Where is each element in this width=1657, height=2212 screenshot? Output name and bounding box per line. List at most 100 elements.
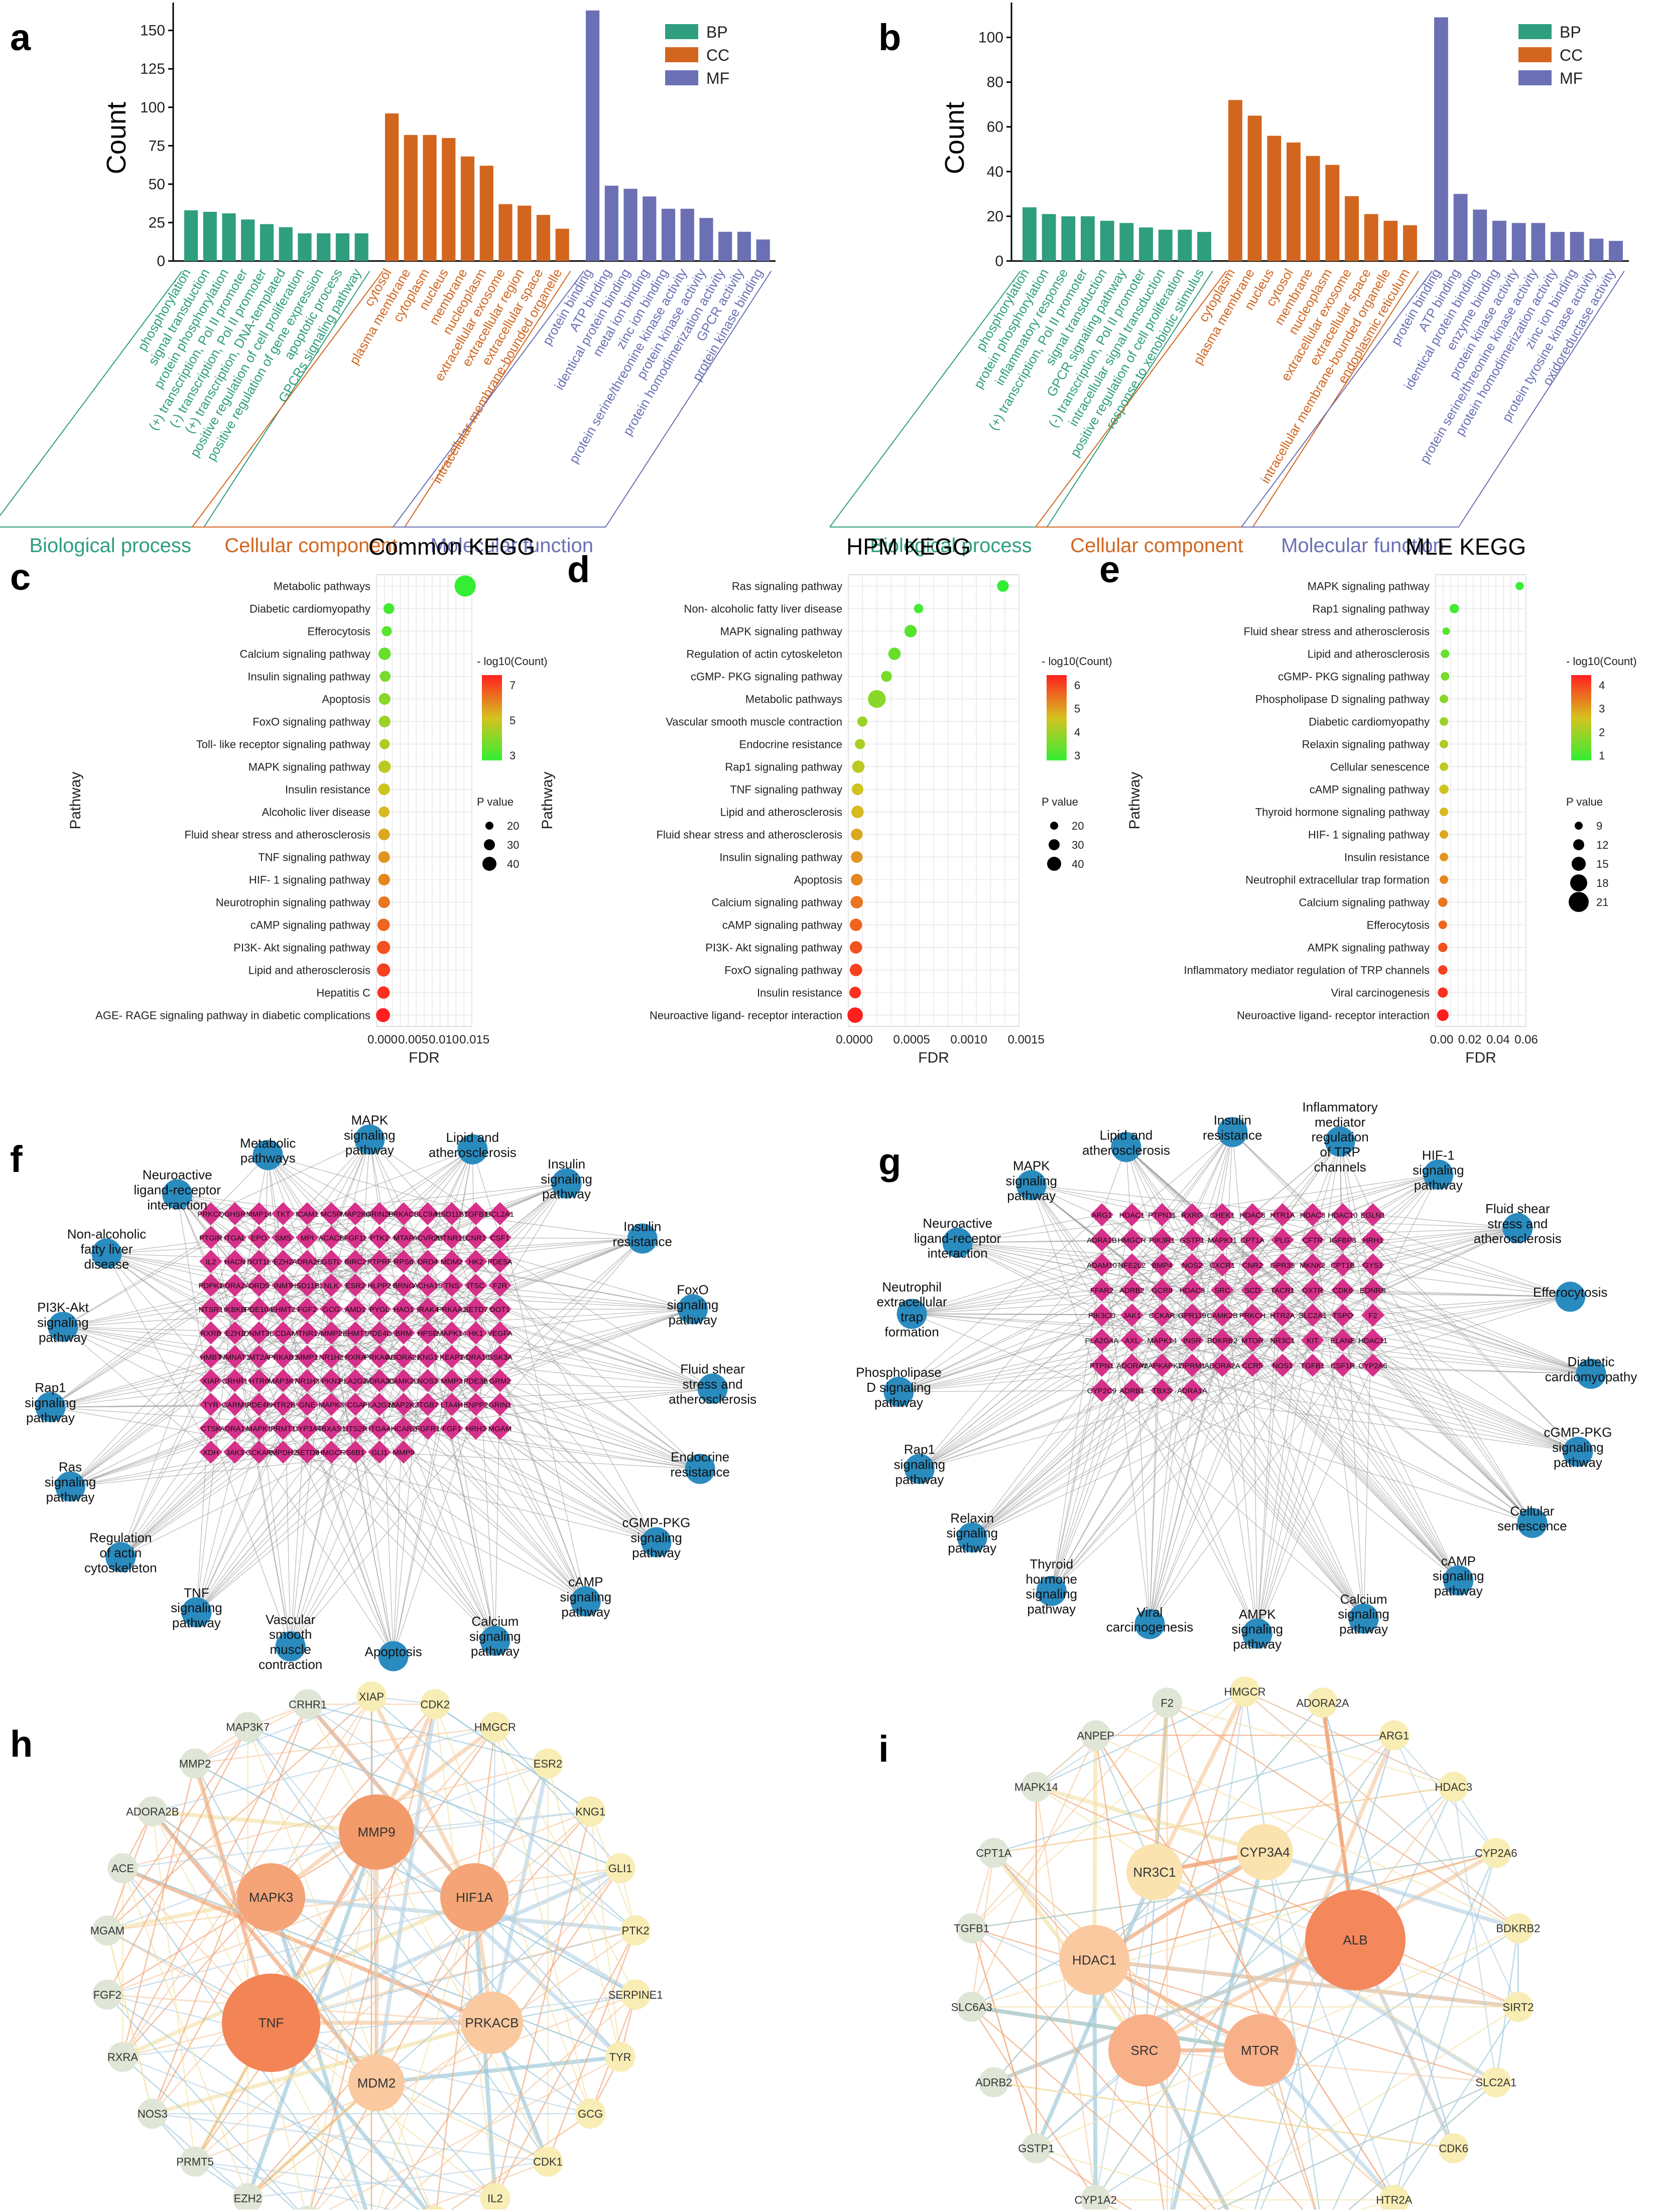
network-edge — [70, 1404, 331, 1487]
gene-label: IMPDH2 — [269, 1449, 298, 1457]
ppi-hub-label: SRC — [1131, 2043, 1159, 2058]
gene-label: ADRB2 — [1119, 1286, 1144, 1295]
network-edge — [331, 1381, 586, 1602]
bar-mf — [718, 232, 732, 261]
gene-label: GNE — [299, 1401, 316, 1409]
gene-label: MAPK14 — [1147, 1337, 1177, 1345]
pathway-label: Inflammatory mediator regulation of TRP … — [1184, 964, 1430, 977]
data-point — [851, 874, 862, 885]
ppi-edge — [122, 1930, 635, 2057]
gene-label: SETD7 — [464, 1306, 488, 1314]
ppi-node-label: GLI1 — [608, 1862, 632, 1875]
data-point — [1450, 604, 1459, 613]
gene-label: GCR8 — [1152, 1286, 1173, 1295]
pathway-node-label-line: resistance — [670, 1464, 730, 1479]
gene-label: ADORA2B — [386, 1353, 422, 1362]
gene-label: HPSE — [418, 1330, 438, 1338]
network-edge — [972, 1265, 1313, 1537]
ppi-node-label: ARG1 — [1379, 1729, 1409, 1742]
pathway-node-label-line: signaling — [25, 1395, 76, 1410]
gene-label: ENPP2 — [463, 1401, 488, 1409]
ppi-edge — [122, 1995, 635, 2057]
gene-label: MTNR1A — [292, 1330, 323, 1338]
gene-label: UTS2R — [343, 1425, 367, 1434]
pathway-node-label-line: pathway — [561, 1604, 610, 1619]
bar-cc — [480, 166, 493, 261]
pathway-node-label-line: ligand-receptor — [914, 1231, 1001, 1246]
bar-bp — [222, 213, 235, 261]
pathway-label: Insulin resistance — [1344, 851, 1430, 864]
pathway-label: Phospholipase D signaling pathway — [1255, 693, 1430, 706]
bar-mf — [1570, 232, 1584, 261]
network-edge — [1252, 1240, 1532, 1523]
pathway-node-label-line: resistance — [1203, 1127, 1262, 1142]
gene-label: SLC2A1 — [1299, 1312, 1327, 1320]
gene-label: NMNAT1 — [220, 1353, 250, 1362]
pathway-node-label-line: signaling — [894, 1457, 946, 1472]
data-point — [851, 806, 864, 818]
ppi-hub-label: HDAC1 — [1072, 1953, 1116, 1968]
data-point — [914, 604, 924, 613]
gene-label: XIAP — [202, 1377, 219, 1386]
y-axis-label: Count — [101, 102, 132, 174]
gene-label: CSF1R — [1330, 1362, 1355, 1370]
pathway-label: Non- alcoholic fatty liver disease — [684, 603, 842, 615]
gene-label: BRNG — [393, 1282, 414, 1290]
gene-label: BIRC2 — [344, 1258, 366, 1266]
data-point — [997, 580, 1008, 592]
network-edge — [1032, 1185, 1102, 1315]
size-legend-dot — [1575, 822, 1583, 830]
ppi-node-label: CRHR1 — [289, 1698, 327, 1711]
bar-mf — [605, 186, 618, 261]
y-tick-label: 75 — [149, 138, 165, 154]
pathway-label: Rap1 signaling pathway — [1312, 603, 1430, 615]
pathway-label: Insulin signaling pathway — [247, 671, 370, 683]
pathway-label: Neuroactive ligand- receptor interaction — [1237, 1009, 1430, 1022]
ppi-node-label: F2 — [1161, 1697, 1174, 1709]
gene-label: HRH1 — [1363, 1236, 1383, 1245]
gene-label: MAPK11 — [1208, 1236, 1237, 1245]
pathway-label: cGMP- PKG signaling pathway — [1278, 671, 1430, 683]
gene-label: JAK1 — [1123, 1312, 1141, 1320]
gene-label: PDE4B — [246, 1401, 271, 1409]
size-legend-label: 40 — [507, 858, 519, 870]
pathway-node-label-line: signaling — [1338, 1607, 1389, 1622]
gene-label: MMP1 — [296, 1353, 318, 1362]
legend-label: MF — [1560, 69, 1583, 87]
gene-label: MKNK2 — [1300, 1261, 1326, 1270]
data-point — [379, 716, 391, 727]
pathway-node-label-line: pathway — [345, 1142, 394, 1157]
bar-mf — [737, 232, 751, 261]
pathway-node-label-line: pathway — [26, 1410, 75, 1425]
pathway-node-label-line: hormone — [1026, 1572, 1077, 1587]
pathway-label: TNF signaling pathway — [258, 851, 370, 864]
data-point — [379, 739, 390, 749]
legend-swatch-mf — [665, 70, 698, 85]
gene-label: INSR — [1183, 1337, 1201, 1345]
network-ppi-h: XIAPCDK2HMGCRESR2KNG1GLI1PTK2SERPINE1TYR… — [90, 1681, 663, 2209]
pathway-node-label-line: channels — [1314, 1159, 1366, 1175]
gene-label: PIK3R1 — [1149, 1236, 1175, 1245]
ppi-node-label: MAPK14 — [1014, 1781, 1058, 1793]
pathway-node-label-line: Ras — [59, 1460, 82, 1475]
pathway-label: HIF- 1 signaling pathway — [249, 874, 370, 886]
gene-label: AMD1 — [345, 1306, 366, 1314]
pathway-label: Viral carcinogenesis — [1331, 987, 1430, 999]
ppi-node-label: GCG — [578, 2108, 603, 2120]
gene-label: ITGA4 — [368, 1425, 390, 1434]
x-tick-label: 0.06 — [1514, 1033, 1538, 1047]
bar-mf — [1434, 17, 1448, 261]
ppi-edge — [972, 1928, 1037, 2148]
bar-bp — [1119, 223, 1133, 261]
color-legend-title: - log10(Count) — [477, 655, 548, 668]
gene-label: ADRA2A — [220, 1282, 250, 1290]
gene-label: MMP9 — [393, 1449, 414, 1457]
